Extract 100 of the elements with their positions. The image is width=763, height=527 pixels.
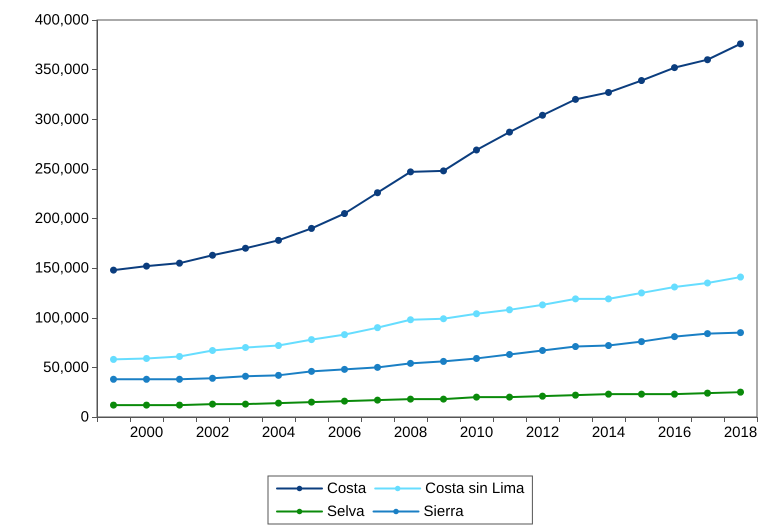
legend-label: Costa sin Lima (425, 480, 526, 497)
x-tick-label: 2012 (526, 424, 560, 441)
point (275, 372, 282, 379)
point (506, 350, 513, 358)
point (638, 390, 645, 398)
point (506, 394, 513, 401)
point (374, 324, 381, 332)
point (605, 88, 612, 96)
x-tick-label: 2018 (724, 424, 758, 441)
y-tick-label: 0 (80, 408, 89, 426)
x-tick-label: 2016 (658, 424, 692, 441)
point (407, 316, 414, 324)
point (737, 388, 744, 396)
point (737, 40, 744, 48)
point (176, 260, 183, 267)
point (407, 360, 414, 367)
x-tick-label: 2000 (130, 424, 164, 441)
point (341, 366, 348, 373)
point (671, 333, 678, 340)
point (341, 210, 348, 218)
point (440, 315, 447, 322)
point (572, 392, 579, 399)
point (341, 398, 348, 405)
point (143, 376, 150, 383)
point (143, 402, 150, 409)
point (737, 329, 744, 336)
point (110, 266, 117, 274)
x-tick-label: 2004 (262, 424, 296, 441)
point (407, 396, 414, 403)
point (638, 338, 645, 346)
point (572, 343, 579, 350)
point (308, 336, 315, 344)
point (275, 400, 282, 407)
point (242, 400, 249, 408)
point (473, 146, 480, 154)
point (605, 342, 612, 350)
point (473, 354, 480, 362)
point (473, 310, 480, 318)
point (209, 347, 216, 354)
point (275, 342, 282, 350)
legend-label: Sierra (424, 503, 464, 520)
point (506, 306, 513, 314)
legend-label: Costa (327, 480, 367, 497)
point (275, 236, 282, 244)
point (374, 364, 381, 371)
point (341, 331, 348, 338)
y-tick-label: 100,000 (34, 309, 89, 326)
point (704, 280, 711, 287)
point (308, 224, 315, 232)
point (671, 390, 678, 398)
point (176, 402, 183, 409)
y-tick-label: 50,000 (43, 358, 89, 376)
point (506, 128, 513, 136)
x-tick-label: 2014 (592, 424, 626, 441)
point (539, 347, 546, 354)
point (737, 274, 744, 281)
point (671, 283, 678, 290)
point (308, 368, 315, 375)
point (176, 352, 183, 360)
point (473, 394, 480, 401)
point (539, 392, 546, 400)
point (704, 390, 711, 397)
point (671, 64, 678, 72)
point (374, 396, 381, 404)
point (374, 189, 381, 196)
point (110, 402, 117, 409)
y-tick-label: 200,000 (34, 210, 89, 227)
point (209, 252, 216, 259)
point (143, 354, 150, 362)
point (440, 396, 447, 403)
point (308, 398, 315, 406)
point (242, 344, 249, 352)
point (638, 289, 645, 296)
point (209, 374, 216, 382)
y-tick-label: 300,000 (34, 110, 89, 128)
y-tick-label: 150,000 (34, 260, 89, 277)
point (572, 96, 579, 103)
point (440, 358, 447, 365)
y-tick-label: 250,000 (34, 160, 89, 178)
point (242, 244, 249, 252)
point (110, 376, 117, 383)
x-tick-label: 2008 (394, 424, 428, 441)
point (407, 168, 414, 176)
point (605, 295, 612, 302)
x-tick-label: 2002 (196, 424, 230, 441)
x-tick-label: 2006 (328, 424, 362, 441)
point (440, 167, 447, 174)
x-tick-label: 2010 (460, 424, 494, 441)
point (638, 77, 645, 84)
point (605, 390, 612, 398)
y-tick-label: 350,000 (34, 61, 89, 78)
legend-label: Selva (327, 503, 366, 520)
point (209, 400, 216, 408)
point (704, 56, 711, 64)
point (572, 295, 579, 302)
point (176, 376, 183, 383)
point (704, 330, 711, 338)
point (539, 301, 546, 308)
point (242, 372, 249, 380)
point (143, 262, 150, 270)
